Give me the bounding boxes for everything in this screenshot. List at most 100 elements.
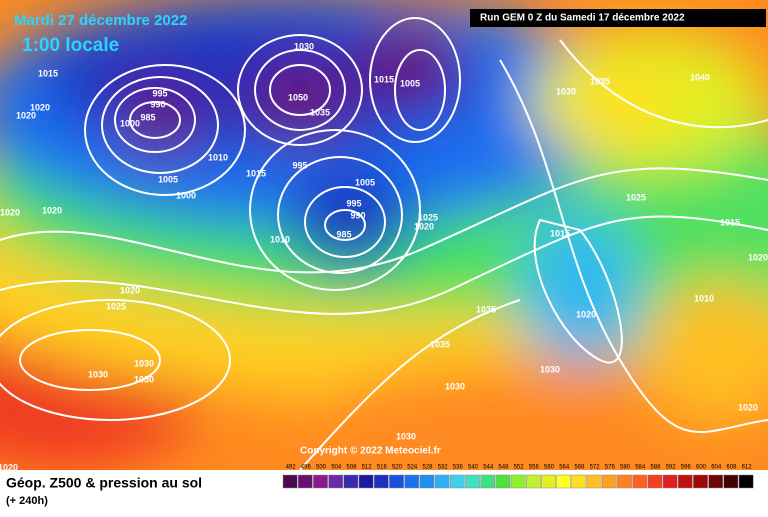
legend-label: 532 — [438, 465, 449, 471]
pressure-label: 1015 — [38, 68, 58, 78]
legend-swatch — [677, 474, 693, 489]
legend-swatch — [434, 474, 450, 489]
pressure-label: 1020 — [0, 207, 20, 217]
legend-swatch — [465, 474, 480, 489]
pressure-label: 995 — [292, 160, 307, 170]
legend-swatch — [541, 474, 556, 489]
legend-swatch — [571, 474, 587, 489]
legend-label: 568 — [574, 465, 585, 471]
footer-title: Géop. Z500 & pression au sol — [6, 475, 202, 491]
legend-swatch — [419, 474, 435, 489]
pressure-label: 990 — [150, 99, 165, 109]
legend-label: 604 — [711, 465, 722, 471]
pressure-label: 1020 — [30, 102, 50, 112]
legend-swatch — [617, 474, 632, 489]
legend-swatch — [343, 474, 359, 489]
legend-swatch — [708, 474, 724, 489]
legend-label: 524 — [407, 465, 418, 471]
legend-swatch — [510, 474, 526, 489]
pressure-label: 1015 — [246, 168, 266, 178]
pressure-label: 1020 — [748, 252, 768, 262]
legend-swatch — [693, 474, 708, 489]
legend-swatch — [495, 474, 511, 489]
legend-label: 508 — [346, 465, 357, 471]
pressure-label: 1020 — [0, 462, 18, 472]
pressure-label: 1010 — [208, 152, 228, 162]
legend-label: 548 — [498, 465, 509, 471]
legend-swatch — [480, 474, 496, 489]
legend: 492 496 500 504 508 512 516 520 524 528 532 536 540 5… — [282, 465, 754, 489]
pressure-label: 1020 — [738, 402, 758, 412]
legend-swatch — [449, 474, 465, 489]
legend-label: 556 — [529, 465, 540, 471]
map-date: Mardi 27 décembre 2022 — [14, 12, 187, 29]
legend-swatch — [373, 474, 389, 489]
pressure-label: 1015 — [374, 74, 394, 84]
pressure-label: 1015 — [720, 217, 740, 227]
legend-swatch — [358, 474, 374, 489]
pressure-label: 1010 — [694, 293, 714, 303]
legend-label: 500 — [316, 465, 327, 471]
legend-label: 592 — [666, 465, 677, 471]
legend-swatch — [738, 474, 754, 489]
pressure-label: 1020 — [42, 205, 62, 215]
legend-label: 564 — [559, 465, 570, 471]
pressure-label: 1005 — [355, 177, 375, 187]
legend-label: 560 — [544, 465, 555, 471]
pressure-label: 1040 — [690, 72, 710, 82]
pressure-label: 1030 — [556, 86, 576, 96]
legend-swatch — [647, 474, 663, 489]
pressure-label: 995 — [152, 88, 167, 98]
footer-lead: (+ 240h) — [6, 495, 48, 507]
pressure-label: 1035 — [430, 339, 450, 349]
pressure-label: 1020 — [16, 110, 36, 120]
pressure-label: 1030 — [134, 358, 154, 368]
pressure-label: 1010 — [270, 234, 290, 244]
copyright: Copyright © 2022 Meteociel.fr — [300, 446, 441, 457]
pressure-label: 1000 — [120, 118, 140, 128]
pressure-label: 1035 — [310, 107, 330, 117]
pressure-label: 985 — [336, 229, 351, 239]
legend-label: 512 — [362, 465, 373, 471]
pressure-label: 985 — [140, 112, 155, 122]
isobars — [0, 17, 768, 470]
legend-label: 572 — [590, 465, 601, 471]
legend-swatch — [404, 474, 420, 489]
pressure-label: 1030 — [540, 364, 560, 374]
pressure-label: 1025 — [418, 212, 438, 222]
legend-label: 600 — [696, 465, 707, 471]
legend-swatch — [282, 474, 298, 489]
legend-label: 492 — [286, 465, 297, 471]
legend-swatch — [586, 474, 602, 489]
pressure-label: 1030 — [294, 41, 314, 51]
legend-label: 576 — [605, 465, 616, 471]
legend-label: 584 — [635, 465, 646, 471]
legend-swatch — [328, 474, 344, 489]
pressure-label: 1030 — [88, 369, 108, 379]
pressure-label: 1020 — [120, 285, 140, 295]
pressure-label: 990 — [350, 210, 365, 220]
legend-label: 588 — [650, 465, 661, 471]
legend-swatch — [662, 474, 678, 489]
legend-label: 516 — [377, 465, 388, 471]
pressure-label: 1000 — [176, 190, 196, 200]
legend-swatch — [389, 474, 404, 489]
pressure-label: 1020 — [576, 309, 596, 319]
run-info: Run GEM 0 Z du Samedi 17 décembre 2022 — [480, 13, 685, 24]
pressure-labels: 1015102010209959909851000100510001010101… — [0, 41, 768, 472]
field — [0, 0, 768, 470]
legend-label: 596 — [681, 465, 692, 471]
legend-label: 540 — [468, 465, 479, 471]
pressure-label: 1025 — [626, 192, 646, 202]
pressure-label: 1005 — [158, 174, 178, 184]
legend-swatch — [525, 474, 541, 489]
pressure-label: 1030 — [396, 431, 416, 441]
legend-label: 528 — [422, 465, 433, 471]
pressure-label: 1035 — [590, 76, 610, 86]
pressure-label: 1015 — [550, 228, 570, 238]
legend-label: 580 — [620, 465, 631, 471]
pressure-label: 1050 — [288, 92, 308, 102]
pressure-label: 1035 — [476, 304, 496, 314]
pressure-label: 1025 — [106, 301, 126, 311]
